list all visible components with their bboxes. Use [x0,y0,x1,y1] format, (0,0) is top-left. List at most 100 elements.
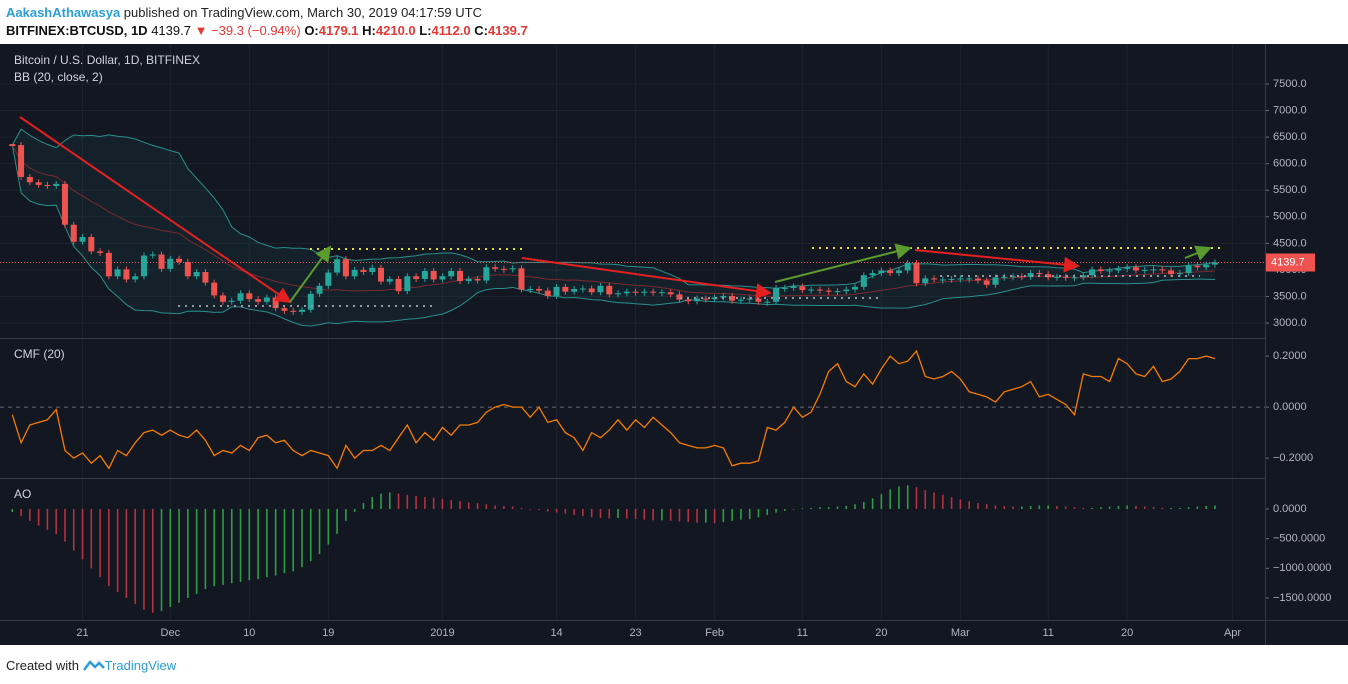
ao-bar [1047,505,1049,510]
candle [966,278,973,280]
ao-bar [1205,506,1207,510]
candle [1115,268,1122,271]
ohlc-label: L: [419,23,432,38]
ao-bar [503,506,505,510]
ohlc-label: H: [362,23,376,38]
candle [755,298,762,302]
ao-bar [608,509,611,519]
ao-bar [634,509,637,520]
candle [483,267,490,281]
ao-bar [187,509,189,598]
ao-bar [406,494,409,510]
candle [632,291,639,293]
candle [1080,275,1087,278]
ao-bar [397,493,400,510]
ao-bar [336,509,338,534]
ao-bar [696,509,698,523]
ao-bar [538,509,540,511]
ao-bar [441,498,444,510]
candle [325,272,332,286]
candle [1124,267,1131,269]
pane-title: CMF (20) [14,347,65,361]
candle [26,176,33,183]
candle [544,290,551,296]
ao-bar [906,485,909,510]
ao-bar [1117,506,1120,510]
candle [1211,262,1218,265]
y-tick-label: −0.2000 [1273,452,1313,464]
candle [641,291,648,293]
candle [421,270,428,279]
ao-bar [415,495,417,510]
ao-bar [731,509,733,521]
candle [509,268,516,270]
candle [1001,276,1008,278]
candle [983,280,990,285]
ao-bar [555,509,558,513]
candle [228,300,235,302]
ao-bar [845,506,848,510]
candle [377,267,384,282]
ao-bar [678,509,681,522]
ao-bar [898,486,900,510]
ao-bar [467,502,470,510]
candle [167,258,174,269]
ao-bar [669,509,672,521]
candle [298,309,305,312]
candle [773,287,780,302]
ao-bar [283,509,286,574]
candle [702,298,709,300]
price-tag-label: 4139.7 [1271,256,1305,268]
candle [720,295,727,298]
candle [1194,265,1201,268]
candle [1018,276,1025,278]
ao-bar [37,509,40,526]
ao-bar [625,509,628,519]
ao-bar [1038,505,1041,510]
ao-bar [520,507,523,510]
indicator-title: BB (20, close, 2) [14,70,103,84]
candle [597,285,604,293]
pane-title: Bitcoin / U.S. Dollar, 1D, BITFINEX [14,53,200,67]
candle [711,297,718,300]
candle [1071,277,1078,279]
header: AakashAthawasya published on TradingView… [0,0,1348,44]
ao-bar [511,506,514,510]
candle [615,293,622,295]
ao-bar [1152,507,1155,510]
author[interactable]: AakashAthawasya [6,5,121,20]
x-tick-label: 2019 [430,627,454,639]
candle [97,251,104,253]
candle [79,236,86,242]
ao-bar [90,509,93,569]
candle [1010,276,1017,278]
background [0,44,1348,645]
ao-bar [1064,506,1067,510]
candle [676,294,683,300]
y-tick-label: −500.0000 [1273,533,1325,545]
ao-bar [994,505,997,510]
candle [948,278,955,280]
candle [500,268,507,270]
y-tick-label: 7500.0 [1273,78,1307,90]
ao-bar [55,509,57,534]
candle [61,183,68,225]
y-tick-label: 6500.0 [1273,131,1307,143]
ao-bar [309,509,312,562]
y-tick-label: −1500.0000 [1273,592,1331,604]
x-tick-label: 14 [550,627,562,639]
candle [290,310,297,312]
candle [1062,276,1069,278]
candle [386,278,393,282]
candle [1168,270,1175,275]
ao-bar [1082,507,1085,510]
ao-bar [1108,506,1111,510]
candle [219,295,226,302]
footer-brand[interactable]: TradingView [104,658,177,673]
ao-bar [871,498,874,510]
ao-bar [1170,507,1172,510]
ao-bar [1161,507,1164,510]
candle [334,259,341,273]
ao-bar [459,501,461,510]
candle [492,267,499,269]
